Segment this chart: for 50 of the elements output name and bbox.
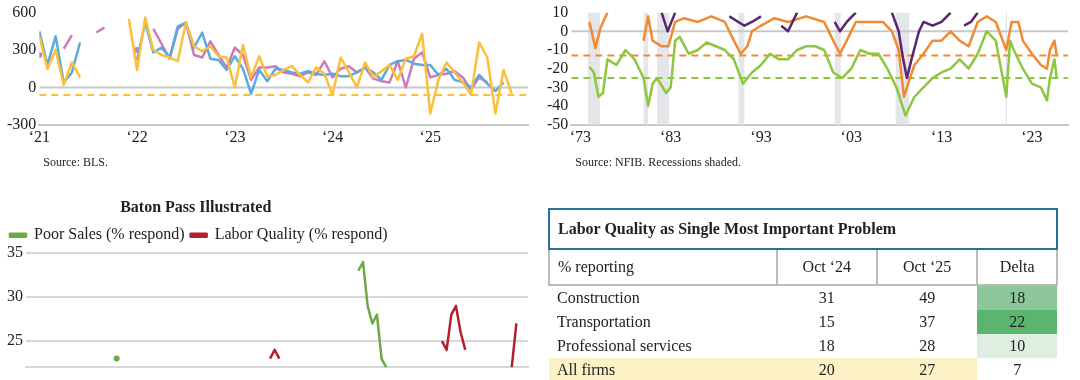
data-label: 18	[977, 285, 1057, 310]
source-note: Source: NFIB. Recessions shaded.	[575, 155, 741, 170]
y-tick-label: -20	[547, 58, 569, 76]
data-label: 7	[977, 358, 1057, 380]
x-tick-label: ‘83	[660, 127, 682, 145]
x-tick-label: ‘25	[419, 127, 441, 145]
x-tick-label: ‘73	[569, 127, 592, 145]
data-label: 28	[876, 334, 978, 358]
data-label: 49	[876, 285, 978, 310]
y-tick-label: 30	[7, 287, 23, 305]
x-tick-label: ‘93	[750, 127, 772, 145]
data-label: 37	[876, 310, 978, 334]
data-label: 20	[776, 358, 877, 380]
legend-label: Labor Quality (% respond)	[214, 225, 388, 244]
y-tick-label: 25	[7, 331, 23, 349]
y-tick-label: 600	[12, 2, 37, 20]
data-label: 15	[776, 310, 877, 334]
y-tick-label: Construction	[549, 285, 777, 310]
data-label: 31	[776, 285, 877, 310]
y-axis-title: % reporting	[549, 249, 777, 285]
y-tick-label: -300	[7, 115, 37, 132]
data-label: 18	[776, 334, 877, 358]
x-tick-label: ‘23	[224, 127, 246, 145]
y-tick-label: Professional services	[549, 334, 777, 358]
y-tick-label: 300	[12, 40, 37, 58]
y-tick-label: -40	[547, 96, 569, 114]
y-tick-label: -30	[547, 77, 569, 95]
y-tick-label: All firms	[549, 358, 777, 380]
x-tick-label: ‘23	[1021, 127, 1043, 145]
x-tick-label: ‘24	[321, 127, 344, 145]
chart-title: Labor Quality as Single Most Important Problem	[549, 209, 1057, 249]
x-tick-label: Oct ‘25	[876, 249, 978, 285]
data-label: 10	[977, 334, 1057, 358]
source-note: Source: BLS.	[43, 155, 108, 170]
legend-label: Poor Sales (% respond)	[34, 225, 185, 244]
x-tick-label: Oct ‘24	[776, 249, 877, 285]
legend-title: Baton Pass Illustrated	[120, 198, 272, 216]
y-tick-label: -10	[547, 40, 569, 58]
data-label: 27	[876, 358, 978, 380]
data-label: 22	[977, 310, 1057, 334]
y-tick-label: -50	[547, 115, 569, 132]
y-tick-label: Transportation	[549, 310, 777, 334]
x-tick-label: ‘22	[126, 127, 148, 145]
y-tick-label: 0	[28, 77, 37, 95]
x-tick-label: ‘13	[930, 127, 953, 145]
x-tick-label: Delta	[977, 249, 1057, 285]
y-tick-label: 10	[552, 2, 569, 20]
y-tick-label: 0	[560, 21, 569, 39]
y-tick-label: 35	[7, 243, 23, 261]
x-tick-label: ‘03	[840, 127, 862, 145]
